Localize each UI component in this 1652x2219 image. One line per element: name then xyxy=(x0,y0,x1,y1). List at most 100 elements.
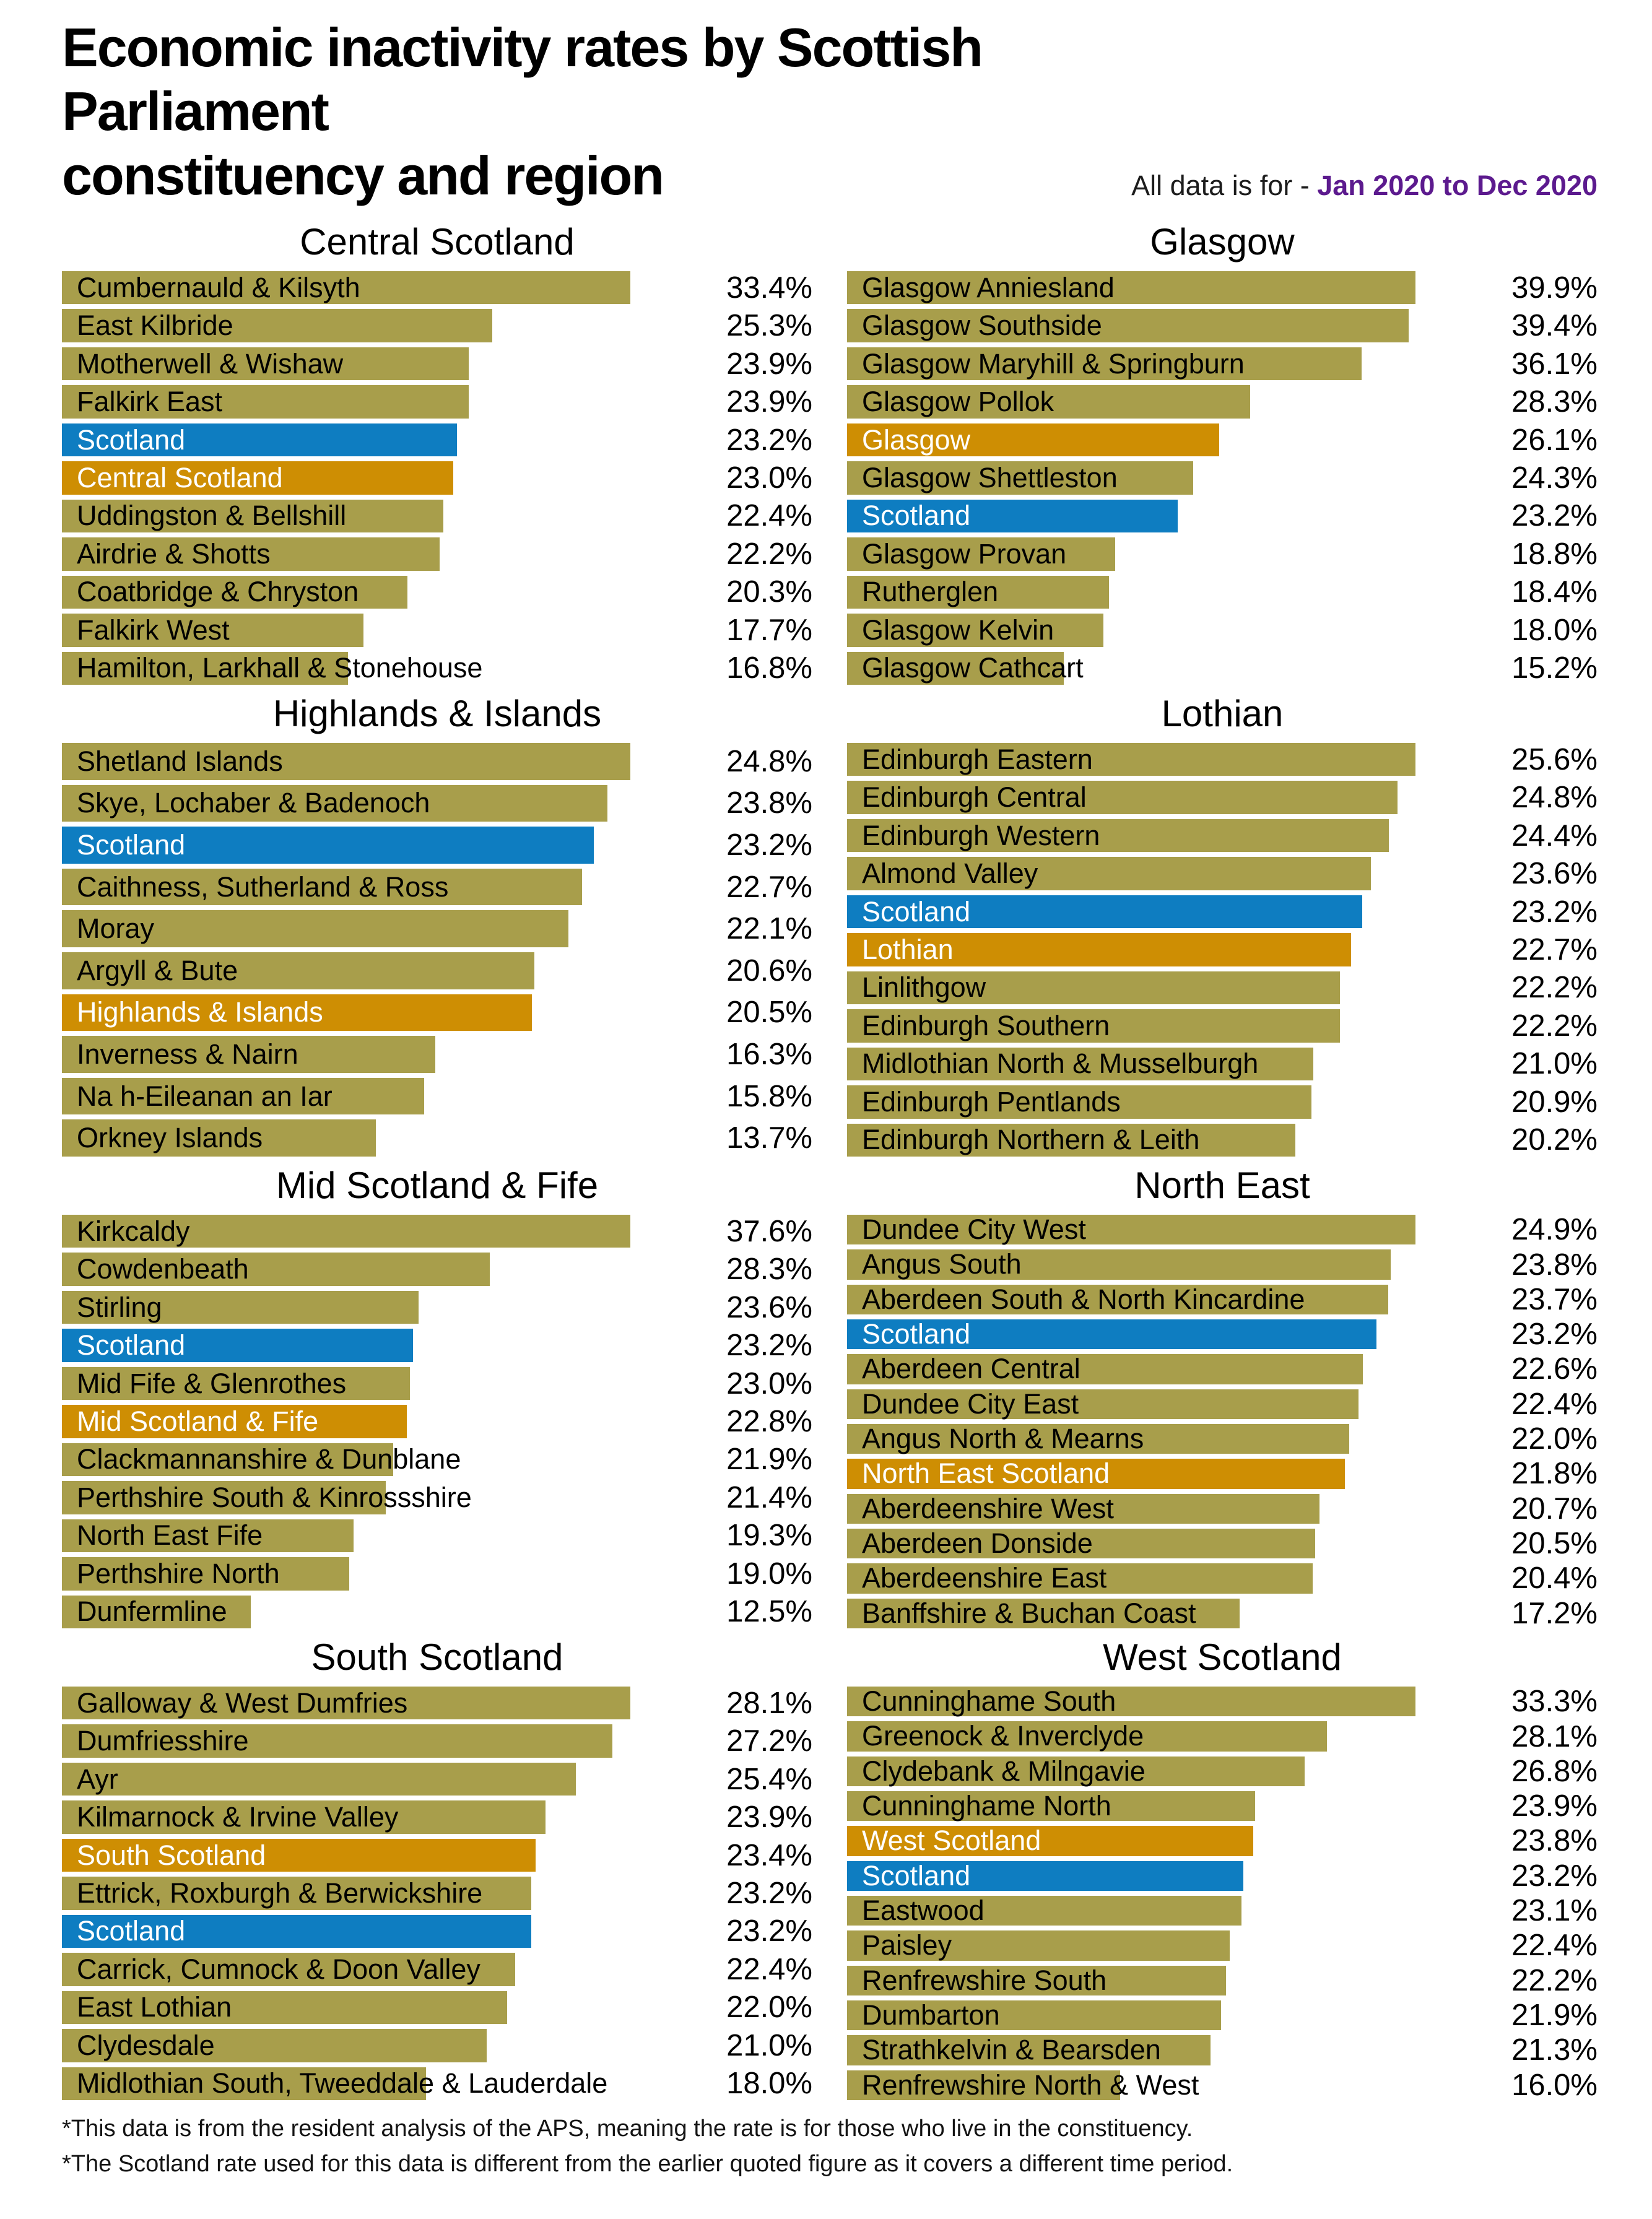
constituency-bar xyxy=(62,784,608,822)
bar-area: Motherwell & Wishaw xyxy=(62,347,680,381)
bar-label: Midlothian North & Musselburgh xyxy=(862,1048,1259,1080)
constituency-bar xyxy=(847,2000,1221,2031)
bar-label: Edinburgh Western xyxy=(862,819,1100,851)
scotland-bar xyxy=(847,895,1363,929)
bar-area: Angus North & Mearns xyxy=(847,1423,1465,1454)
bar-value: 37.6% xyxy=(726,1214,812,1248)
bar-label: Strathkelvin & Bearsden xyxy=(862,2034,1161,2066)
bar-area: Glasgow Southside xyxy=(847,309,1465,342)
bar-row: Clydebank & Milngavie 26.8% xyxy=(847,1754,1598,1789)
bar-label: Clackmannanshire & Dunblane xyxy=(77,1443,461,1475)
bar-area: Banffshire & Buchan Coast xyxy=(847,1597,1465,1629)
bar-area: Rutherglen xyxy=(847,575,1465,609)
constituency-bar xyxy=(62,1877,532,1910)
bar-value: 27.2% xyxy=(726,1724,812,1758)
bar-area: North East Scotland xyxy=(847,1457,1465,1489)
panel-rows: Edinburgh Eastern 25.6% Edinburgh Central 2… xyxy=(847,740,1598,1159)
constituency-bar xyxy=(62,271,631,305)
constituency-bar xyxy=(62,1800,546,1834)
scotland-bar xyxy=(847,499,1178,533)
bar-value: 21.8% xyxy=(1511,1457,1598,1491)
bar-row: Caithness, Sutherland & Ross 22.7% xyxy=(62,866,812,908)
bar-label: Scotland xyxy=(862,500,971,532)
bar-value: 23.6% xyxy=(726,1290,812,1324)
bar-label: Moray xyxy=(77,913,155,945)
bar-area: Orkney Islands xyxy=(62,1119,680,1157)
bar-area: Falkirk West xyxy=(62,614,680,647)
scotland-bar xyxy=(847,1319,1377,1350)
bar-area: Shetland Islands xyxy=(62,743,680,780)
bar-area: Kilmarnock & Irvine Valley xyxy=(62,1800,680,1834)
bar-area: South Scotland xyxy=(62,1838,680,1872)
bar-label: Cowdenbeath xyxy=(77,1253,249,1285)
constituency-bar xyxy=(62,952,534,989)
scotland-bar xyxy=(62,1914,532,1948)
constituency-bar xyxy=(62,1953,515,1986)
panel-title: Central Scotland xyxy=(300,221,575,263)
bar-row: Edinburgh Central 24.8% xyxy=(847,778,1598,816)
bar-value: 39.4% xyxy=(1511,309,1598,343)
bar-label: West Scotland xyxy=(862,1825,1041,1857)
bar-label: Edinburgh Pentlands xyxy=(862,1085,1121,1118)
bar-area: Ayr xyxy=(62,1762,680,1796)
bar-row: Scotland 23.2% xyxy=(62,1913,812,1950)
bar-label: Dundee City West xyxy=(862,1214,1086,1246)
bar-area: Greenock & Inverclyde xyxy=(847,1720,1465,1752)
bar-area: Moray xyxy=(62,910,680,947)
constituency-bar xyxy=(847,575,1110,609)
bar-row: Ayr 25.4% xyxy=(62,1760,812,1798)
bar-value: 21.0% xyxy=(1511,1047,1598,1081)
bar-value: 22.0% xyxy=(726,1991,812,2025)
bar-row: Cumbernauld & Kilsyth 33.4% xyxy=(62,269,812,306)
bar-label: Uddingston & Bellshill xyxy=(77,500,347,532)
panel-title: Mid Scotland & Fife xyxy=(276,1165,599,1206)
header: Economic inactivity rates by Scottish Pa… xyxy=(62,17,1598,208)
bar-label: Perthshire North xyxy=(77,1557,280,1589)
constituency-bar xyxy=(847,1123,1296,1157)
bar-value: 16.3% xyxy=(726,1037,812,1071)
bar-value: 21.3% xyxy=(1511,2033,1598,2067)
constituency-bar xyxy=(847,1009,1341,1043)
bar-value: 18.0% xyxy=(1511,613,1598,647)
constituency-bar xyxy=(847,1598,1240,1628)
bar-value: 23.2% xyxy=(1511,499,1598,533)
bar-label: Aberdeen Central xyxy=(862,1353,1080,1385)
bar-label: Aberdeen Donside xyxy=(862,1527,1093,1560)
bar-value: 28.3% xyxy=(1511,385,1598,419)
constituency-bar xyxy=(847,857,1372,890)
bar-label: Banffshire & Buchan Coast xyxy=(862,1597,1196,1629)
bar-area: Glasgow Kelvin xyxy=(847,614,1465,647)
constituency-bar xyxy=(847,271,1416,305)
bar-row: Edinburgh Eastern 25.6% xyxy=(847,740,1598,778)
bar-value: 23.9% xyxy=(726,347,812,381)
constituency-bar xyxy=(847,614,1104,647)
bar-label: Cunninghame South xyxy=(862,1685,1116,1717)
bar-area: Mid Fife & Glenrothes xyxy=(62,1366,680,1400)
bar-label: Aberdeen South & North Kincardine xyxy=(862,1283,1305,1315)
bar-area: North East Fife xyxy=(62,1519,680,1553)
bar-row: Perthshire North 19.0% xyxy=(62,1555,812,1592)
region-average-bar xyxy=(62,461,454,495)
bar-value: 24.4% xyxy=(1511,819,1598,853)
bar-area: Falkirk East xyxy=(62,385,680,419)
scotland-bar xyxy=(62,1329,413,1362)
constituency-bar xyxy=(62,309,493,342)
constituency-bar xyxy=(62,537,440,571)
panel-rows: Cumbernauld & Kilsyth 33.4% East Kilbride 2… xyxy=(62,269,812,687)
bar-label: Renfrewshire North & West xyxy=(862,2069,1199,2101)
bar-row: Mid Fife & Glenrothes 23.0% xyxy=(62,1365,812,1402)
region-average-bar xyxy=(847,1459,1345,1489)
bar-row: Aberdeen Central 22.6% xyxy=(847,1352,1598,1386)
scotland-bar xyxy=(847,1861,1243,1891)
bar-row: Cunninghame North 23.9% xyxy=(847,1789,1598,1823)
constituency-bar xyxy=(62,499,443,533)
bar-value: 20.5% xyxy=(1511,1527,1598,1561)
region-average-bar xyxy=(62,1838,536,1872)
bar-area: Kirkcaldy xyxy=(62,1215,680,1248)
bar-area: Aberdeen Central xyxy=(847,1353,1465,1385)
bar-area: Renfrewshire South xyxy=(847,1965,1465,1996)
bar-area: Hamilton, Larkhall & Stonehouse xyxy=(62,651,680,685)
bar-row: Angus South 23.8% xyxy=(847,1247,1598,1282)
bar-area: Cunninghame North xyxy=(847,1790,1465,1822)
bar-value: 20.7% xyxy=(1511,1492,1598,1526)
